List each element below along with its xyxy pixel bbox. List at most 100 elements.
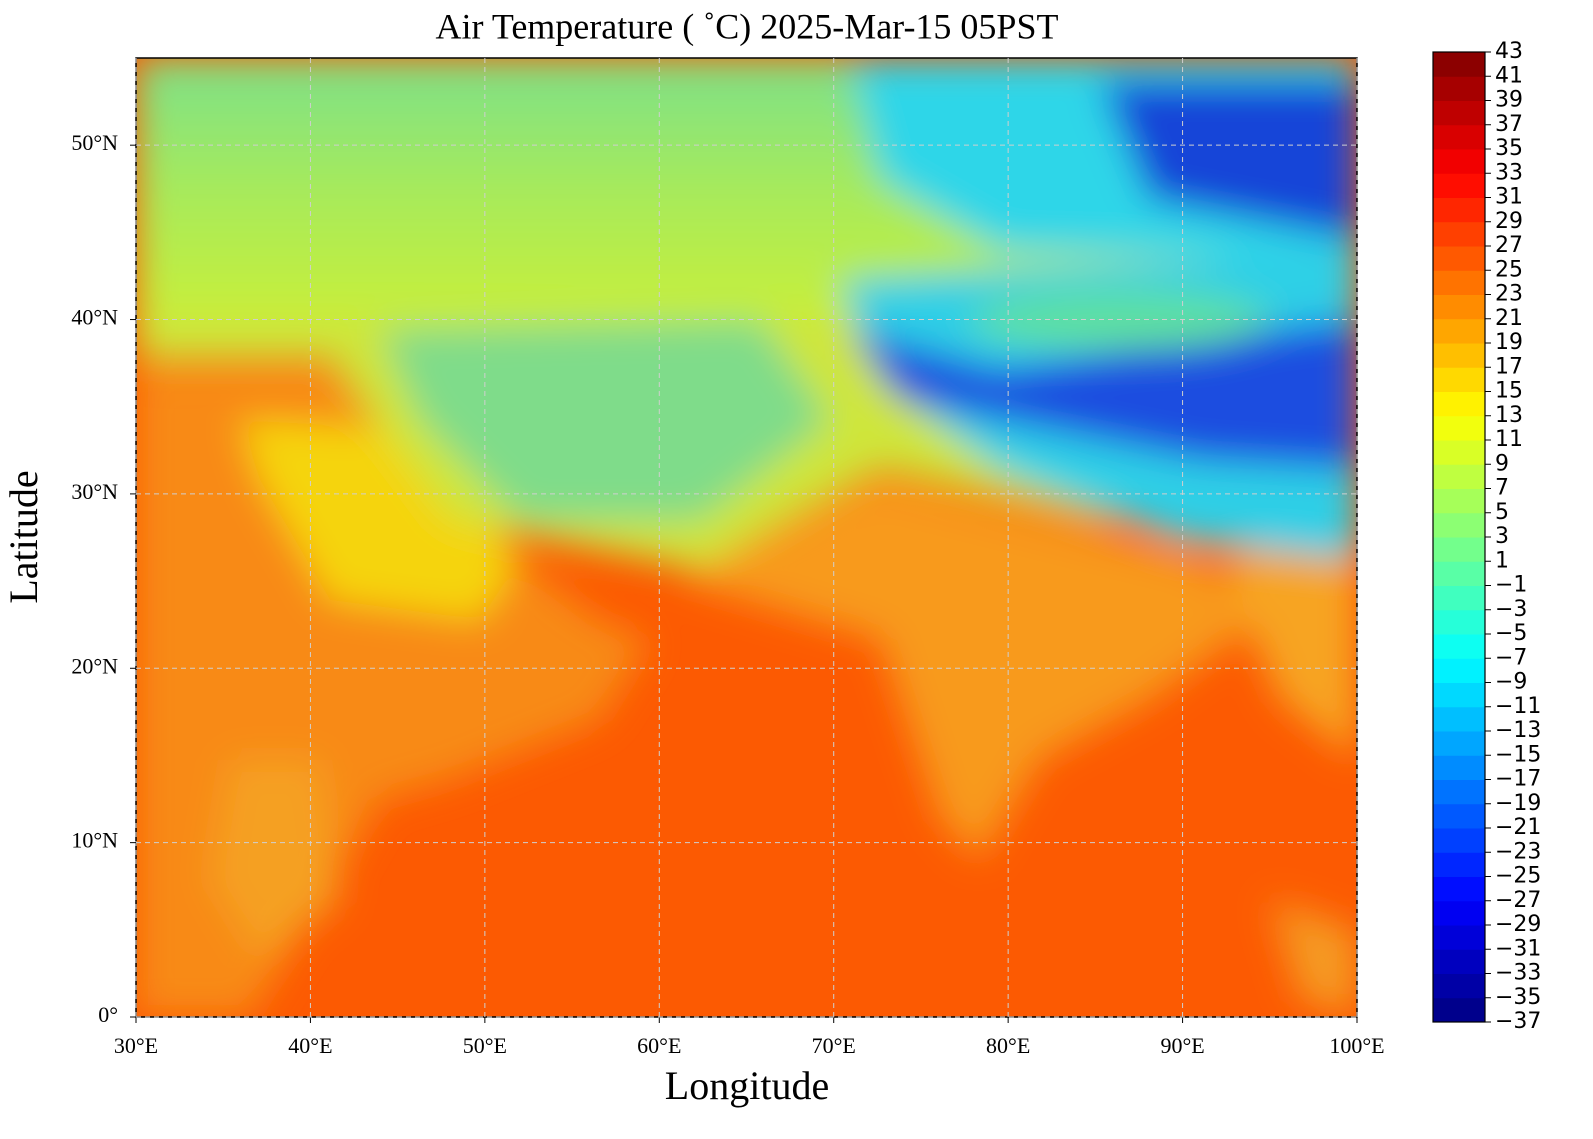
colorbar-tick-label: −25 <box>1495 864 1541 889</box>
colorbar-tick-label: −15 <box>1495 742 1541 767</box>
chart-title: Air Temperature ( ˚C) 2025-Mar-15 05PST <box>436 6 1059 46</box>
colorbar-tick-label: 17 <box>1495 354 1523 379</box>
colorbar-segment <box>1433 76 1485 101</box>
colorbar-segment <box>1433 876 1485 902</box>
colorbar-tick-label: −29 <box>1495 912 1541 937</box>
colorbar-tick-label: 31 <box>1495 185 1523 210</box>
colorbar-segment <box>1433 634 1485 659</box>
colorbar-segment <box>1433 367 1485 392</box>
x-axis-label: Longitude <box>665 1063 829 1108</box>
colorbar-segment <box>1433 197 1485 223</box>
y-axis-label: Latitude <box>1 470 46 603</box>
colorbar-tick-label: −17 <box>1495 767 1541 792</box>
colorbar-segment <box>1433 706 1485 732</box>
colorbar-segment <box>1433 997 1485 1023</box>
colorbar-segment <box>1433 294 1485 320</box>
colorbar-segment <box>1433 415 1485 441</box>
colorbar-segment <box>1433 779 1485 805</box>
colorbar-segment <box>1433 731 1485 756</box>
colorbar-segment <box>1433 149 1485 174</box>
x-tick-label: 100°E <box>1329 1033 1384 1058</box>
y-tick-label: 0° <box>98 1002 118 1027</box>
colorbar-tick-label: 43 <box>1495 39 1523 64</box>
colorbar-segment <box>1433 464 1485 489</box>
colorbar-tick-label: −11 <box>1495 694 1541 719</box>
colorbar-tick-label: 19 <box>1495 330 1523 355</box>
colorbar-tick-label: 1 <box>1495 548 1509 573</box>
colorbar-segment <box>1433 512 1485 538</box>
colorbar-frame <box>1432 51 1486 1023</box>
colorbar-segment <box>1433 488 1485 514</box>
colorbar-segment <box>1433 561 1485 586</box>
colorbar-segment <box>1433 270 1485 295</box>
colorbar-tick-label: −21 <box>1495 815 1541 840</box>
y-tick-label: 50°N <box>71 130 118 155</box>
colorbar-segment <box>1433 173 1485 198</box>
x-tick-label: 60°E <box>637 1033 681 1058</box>
colorbar-segment <box>1433 100 1485 126</box>
x-tick-label: 70°E <box>812 1033 856 1058</box>
colorbar-tick-label: 41 <box>1495 63 1523 88</box>
colorbar-tick-label: −33 <box>1495 961 1541 986</box>
colorbar-tick-label: −13 <box>1495 718 1541 743</box>
colorbar-tick-label: −31 <box>1495 936 1541 961</box>
colorbar-segment <box>1433 852 1485 877</box>
x-tick-label: 40°E <box>288 1033 332 1058</box>
colorbar-segment <box>1433 52 1485 77</box>
colorbar-segment <box>1433 973 1485 999</box>
temperature-field <box>136 58 1357 1017</box>
colorbar-tick-label: 39 <box>1495 88 1523 113</box>
colorbar-tick-label: 5 <box>1495 500 1509 525</box>
colorbar-tick-label: 23 <box>1495 282 1523 307</box>
colorbar-segment <box>1433 925 1485 950</box>
colorbar-segment <box>1433 246 1485 271</box>
colorbar-tick-label: 37 <box>1495 112 1523 137</box>
colorbar-tick-label: 33 <box>1495 160 1523 185</box>
colorbar-segment <box>1433 658 1485 683</box>
colorbar-segment <box>1433 440 1485 465</box>
colorbar-tick-label: 27 <box>1495 233 1523 258</box>
colorbar-tick-label: −27 <box>1495 888 1541 913</box>
colorbar-segment <box>1433 803 1485 829</box>
colorbar-tick-label: −7 <box>1495 645 1527 670</box>
colorbar-tick-label: 11 <box>1495 427 1523 452</box>
x-tick-label: 90°E <box>1160 1033 1204 1058</box>
colorbar-segment <box>1433 318 1485 344</box>
colorbar-segment <box>1433 343 1485 368</box>
y-tick-label: 30°N <box>71 479 118 504</box>
colorbar-tick-label: 15 <box>1495 379 1523 404</box>
x-tick-label: 80°E <box>986 1033 1030 1058</box>
x-tick-label: 50°E <box>463 1033 507 1058</box>
y-tick-label: 40°N <box>71 305 118 330</box>
colorbar-segment <box>1433 828 1485 853</box>
colorbar-segment <box>1433 585 1485 611</box>
colorbar-segment <box>1433 682 1485 708</box>
colorbar-tick-label: 21 <box>1495 306 1523 331</box>
colorbar-segment <box>1433 537 1485 562</box>
x-tick-label: 30°E <box>114 1033 158 1058</box>
colorbar-tick-label: −9 <box>1495 670 1527 695</box>
colorbar-segment <box>1433 221 1485 247</box>
colorbar-tick-label: 25 <box>1495 257 1523 282</box>
colorbar-tick-label: −35 <box>1495 985 1541 1010</box>
colorbar-tick-label: 3 <box>1495 524 1509 549</box>
colorbar-tick-label: −23 <box>1495 839 1541 864</box>
colorbar-segment <box>1433 900 1485 926</box>
colorbar-tick-label: 29 <box>1495 209 1523 234</box>
colorbar-segment <box>1433 755 1485 780</box>
colorbar-tick-label: 13 <box>1495 403 1523 428</box>
colorbar-tick-label: 9 <box>1495 451 1509 476</box>
colorbar-tick-label: −5 <box>1495 621 1527 646</box>
colorbar-segment <box>1433 609 1485 635</box>
y-tick-label: 20°N <box>71 653 118 678</box>
colorbar-tick-label: 7 <box>1495 476 1509 501</box>
y-tick-label: 10°N <box>71 828 118 853</box>
colorbar-segment <box>1433 391 1485 417</box>
colorbar-tick-label: −37 <box>1495 1009 1541 1034</box>
colorbar-segment <box>1433 124 1485 150</box>
colorbar-segment <box>1433 949 1485 974</box>
colorbar-tick-label: 35 <box>1495 136 1523 161</box>
colorbar-tick-label: −19 <box>1495 791 1541 816</box>
colorbar-tick-label: −1 <box>1495 573 1527 598</box>
